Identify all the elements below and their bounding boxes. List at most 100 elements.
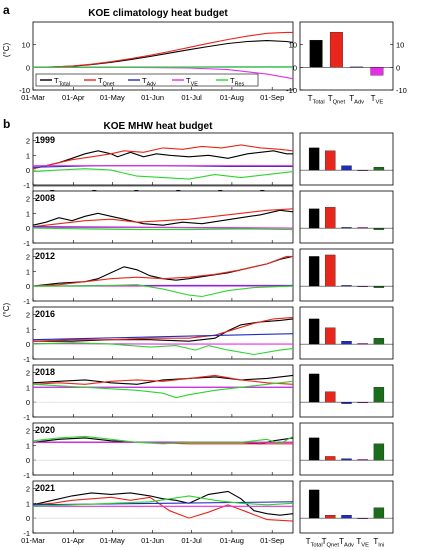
series-line-t-ve bbox=[33, 226, 294, 229]
bar-t-ini bbox=[373, 167, 385, 171]
bar-t-total bbox=[308, 147, 320, 171]
y-tick-label: -1 bbox=[23, 239, 30, 248]
bar-t-qnet bbox=[325, 327, 336, 345]
bar-t-ini bbox=[373, 285, 385, 288]
series-line-t-total bbox=[32, 490, 294, 516]
x-tick-label: 01-Jul bbox=[181, 93, 202, 102]
bar-t-qnet bbox=[325, 207, 336, 229]
y-tick-label: -10 bbox=[396, 86, 407, 95]
x-tick-label: 01-Apr bbox=[62, 93, 85, 102]
x-tick-label: 01-May bbox=[100, 93, 125, 102]
y-tick-label: 1 bbox=[26, 209, 30, 218]
y-tick-label: 2 bbox=[26, 368, 30, 377]
bar-t-total bbox=[308, 318, 320, 345]
series-line-t-qnet bbox=[32, 255, 293, 287]
panel-a-legend: TTotal TQnet TAdv TVE TRes bbox=[35, 73, 259, 87]
y-tick-label: 0 bbox=[26, 514, 30, 523]
bar-t-ve bbox=[357, 459, 368, 461]
series-line-t-total bbox=[32, 150, 293, 170]
series-line-t-ve bbox=[32, 342, 293, 345]
y-tick-label: -1 bbox=[23, 413, 30, 422]
x-tick-label: 01-Jun bbox=[141, 93, 164, 102]
panel-b-lines-2018-group: -1 0 1 2 2018 bbox=[23, 364, 294, 422]
panel-b-letter: b bbox=[3, 117, 10, 131]
series-line-t-qnet bbox=[32, 31, 293, 68]
panel-b-bars-2008-group bbox=[299, 190, 394, 244]
panel-b-lines-2020-frame bbox=[32, 422, 294, 476]
bar-category-label: TTotal bbox=[306, 537, 323, 548]
series-line-t-res bbox=[32, 380, 294, 399]
panel-a-ylabel: (°C) bbox=[2, 43, 11, 58]
panel-a-title: KOE climatology heat budget bbox=[88, 8, 228, 19]
bar-t-qnet bbox=[325, 456, 336, 461]
bar-category-label: TAdv bbox=[349, 94, 364, 105]
bar-t-ve bbox=[370, 67, 384, 76]
legend-label: TRes bbox=[230, 76, 244, 87]
bar-t-ve bbox=[357, 285, 368, 287]
series-line-t-res bbox=[32, 495, 294, 507]
y-tick-label: 10 bbox=[396, 41, 404, 50]
y-tick-label: 1 bbox=[26, 325, 30, 334]
bar-t-qnet bbox=[329, 32, 343, 68]
y-tick-label: 10 bbox=[22, 41, 30, 50]
series-line-t-res bbox=[32, 168, 294, 180]
panel-b-bars-2016-group bbox=[299, 306, 394, 360]
bar-category-label: TAdv bbox=[339, 537, 354, 548]
series-line-t-res bbox=[33, 284, 294, 298]
bar-category-label: TTotal bbox=[308, 94, 325, 105]
y-tick-label: 2 bbox=[26, 194, 30, 203]
y-tick-label: 2 bbox=[26, 426, 30, 435]
year-label: 2020 bbox=[35, 425, 55, 435]
panel-b-lines-2012-frame bbox=[32, 248, 294, 302]
panel-b-lines-2020-group: -1 0 1 2 2020 bbox=[23, 422, 294, 480]
series-line-t-adv bbox=[32, 333, 294, 341]
panel-b: b KOE MHW heat budget (°C) bbox=[2, 117, 213, 317]
bar-t-total bbox=[308, 373, 320, 403]
y-tick-label: 0 bbox=[26, 166, 30, 175]
series-line-t-res bbox=[32, 227, 294, 231]
y-tick-label: 1 bbox=[26, 267, 30, 276]
bar-t-adv bbox=[341, 401, 352, 404]
bar-t-adv bbox=[341, 515, 352, 519]
bar-t-ve bbox=[357, 169, 368, 171]
y-tick-label: -1 bbox=[23, 529, 30, 538]
legend-label: TVE bbox=[186, 76, 198, 87]
year-label: 2016 bbox=[35, 309, 55, 319]
y-tick-label: 0 bbox=[26, 282, 30, 291]
x-tick-label: 01-Aug bbox=[220, 93, 244, 102]
legend-label: TQnet bbox=[98, 76, 115, 87]
bar-t-adv bbox=[341, 227, 352, 229]
bar-t-qnet bbox=[325, 254, 336, 287]
y-tick-label: 0 bbox=[293, 63, 297, 72]
y-tick-label: 0 bbox=[26, 340, 30, 349]
bar-t-qnet bbox=[325, 515, 336, 519]
legend-label: TAdv bbox=[142, 76, 156, 87]
y-tick-label: -10 bbox=[286, 86, 297, 95]
bar-t-adv bbox=[341, 285, 352, 287]
panel-b-lines-1999-group: -1 0 1 2 1999 bbox=[23, 132, 294, 190]
bar-t-ini bbox=[373, 227, 385, 230]
series-line-t-qnet bbox=[32, 208, 294, 228]
bar-t-ini bbox=[373, 507, 385, 519]
bar-category-label: TVE bbox=[356, 537, 369, 548]
series-line-t-qnet bbox=[32, 144, 294, 170]
x-tick-label: 01-May bbox=[100, 536, 125, 545]
x-tick-label: 01-Jul bbox=[181, 536, 202, 545]
panel-b-lines-2018-frame bbox=[32, 364, 294, 418]
bar-t-total bbox=[308, 208, 320, 229]
legend-label: TTotal bbox=[54, 76, 70, 87]
series-line-t-qnet bbox=[32, 496, 294, 522]
panel-b-lines-2008-frame bbox=[32, 190, 294, 244]
y-tick-label: 1 bbox=[26, 383, 30, 392]
y-tick-label: 2 bbox=[26, 136, 30, 145]
bar-t-ve bbox=[357, 343, 368, 345]
panel-a-bars-group: TTotal TQnet TAdv TVE -10 -10 0 0 10 10 bbox=[286, 21, 407, 105]
panel-a-letter: a bbox=[3, 3, 10, 17]
year-label: 1999 bbox=[35, 135, 55, 145]
y-tick-label: -1 bbox=[23, 355, 30, 364]
series-line-t-qnet bbox=[32, 316, 294, 342]
bar-t-qnet bbox=[325, 150, 336, 171]
bar-t-ini bbox=[373, 443, 385, 461]
